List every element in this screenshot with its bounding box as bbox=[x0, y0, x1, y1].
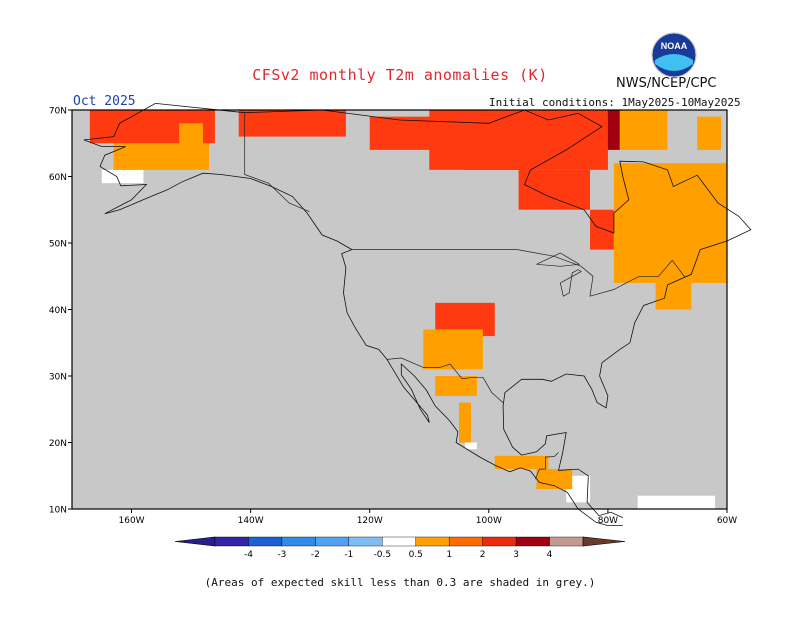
lat-tick-label-0: 70N bbox=[49, 107, 67, 117]
map-axes: 70N 60N 50N 40N 30N 20N 10N 160W 140W 120W 100W 80W… bbox=[49, 107, 737, 527]
map-fill-layer bbox=[72, 110, 727, 509]
legend-bin-6 bbox=[415, 536, 450, 547]
legend-arrow-right bbox=[582, 536, 626, 547]
anomaly-region-12 bbox=[655, 276, 692, 310]
legend-bin-4 bbox=[348, 536, 383, 547]
border-0 bbox=[244, 112, 310, 213]
lat-tick-label-4: 30N bbox=[49, 373, 67, 383]
legend-tick-label-7: 2 bbox=[480, 550, 486, 560]
lat-tick-label-6: 10N bbox=[49, 506, 67, 516]
lat-tick-label-2: 50N bbox=[49, 240, 67, 250]
legend-bin-9 bbox=[515, 536, 550, 547]
lon-tick-label-4: 80W bbox=[598, 516, 618, 526]
legend-tick-label-9: 4 bbox=[547, 550, 553, 560]
legend-bins bbox=[174, 536, 626, 547]
lat-tick-label-3: 40N bbox=[49, 306, 67, 316]
coastline-1 bbox=[83, 139, 623, 526]
lon-tick-label-2: 120W bbox=[357, 516, 383, 526]
border-3 bbox=[534, 452, 559, 480]
anomaly-region-18 bbox=[494, 455, 549, 470]
lat-tick-label-1: 60N bbox=[49, 173, 67, 183]
legend-tick-label-5: 0.5 bbox=[409, 550, 423, 560]
anomaly-region-11 bbox=[613, 163, 727, 283]
neutral-region-0 bbox=[101, 169, 144, 184]
lon-tick-label-0: 160W bbox=[119, 516, 145, 526]
neutral-region-3 bbox=[465, 442, 477, 450]
skill-footnote: (Areas of expected skill less than 0.3 a… bbox=[204, 576, 596, 589]
anomaly-region-10 bbox=[590, 209, 614, 250]
legend-tick-label-3: -1 bbox=[344, 550, 353, 560]
lake-outline-0 bbox=[536, 252, 581, 267]
anomaly-region-9 bbox=[518, 169, 591, 210]
anomaly-region-7 bbox=[429, 110, 608, 170]
lat-tick-label-5: 20N bbox=[49, 439, 67, 449]
anomaly-region-2 bbox=[179, 123, 203, 150]
legend-tick-label-1: -3 bbox=[277, 550, 286, 560]
anomaly-region-3 bbox=[238, 110, 346, 137]
border-2 bbox=[386, 357, 504, 404]
legend-bin-5 bbox=[382, 536, 416, 547]
noaa-logo-text: NOAA bbox=[661, 41, 688, 51]
legend-tick-label-0: -4 bbox=[244, 550, 253, 560]
border-1 bbox=[351, 249, 686, 297]
legend-bin-8 bbox=[482, 536, 517, 547]
anomaly-region-13 bbox=[697, 116, 722, 150]
lake-outline-1 bbox=[559, 269, 582, 297]
legend-ticks: -4 -3 -2 -1 -0.5 0.5 1 2 3 4 bbox=[244, 550, 553, 560]
lon-tick-label-1: 140W bbox=[238, 516, 264, 526]
legend-arrow-left bbox=[174, 536, 216, 547]
legend-bin-3 bbox=[315, 536, 350, 547]
legend-bin-7 bbox=[448, 536, 483, 547]
map-title: CFSv2 monthly T2m anomalies (K) bbox=[252, 66, 548, 84]
legend-bin-1 bbox=[248, 536, 283, 547]
coastline-layer bbox=[83, 102, 752, 526]
coastline-0 bbox=[83, 102, 752, 518]
legend-bin-0 bbox=[214, 536, 249, 547]
legend-tick-label-2: -2 bbox=[311, 550, 320, 560]
legend-tick-label-8: 3 bbox=[513, 550, 519, 560]
legend-tick-label-6: 1 bbox=[446, 550, 452, 560]
neutral-region-2 bbox=[637, 495, 716, 509]
legend-bin-2 bbox=[281, 536, 316, 547]
lon-tick-label-3: 100W bbox=[476, 516, 502, 526]
anomaly-region-15 bbox=[423, 329, 483, 370]
anomaly-region-17 bbox=[459, 402, 471, 443]
forecast-month: Oct 2025 bbox=[73, 94, 136, 109]
anomaly-region-16 bbox=[435, 376, 477, 396]
initial-conditions: Initial conditions: 1May2025-10May2025 bbox=[489, 96, 741, 109]
anomaly-region-8 bbox=[619, 110, 668, 150]
noaa-logo: NOAA bbox=[651, 32, 697, 78]
legend-tick-label-4: -0.5 bbox=[373, 550, 391, 560]
lon-tick-label-5: 60W bbox=[717, 516, 737, 526]
agency-label: NWS/NCEP/CPC bbox=[616, 76, 717, 91]
legend-bin-10 bbox=[549, 536, 584, 547]
